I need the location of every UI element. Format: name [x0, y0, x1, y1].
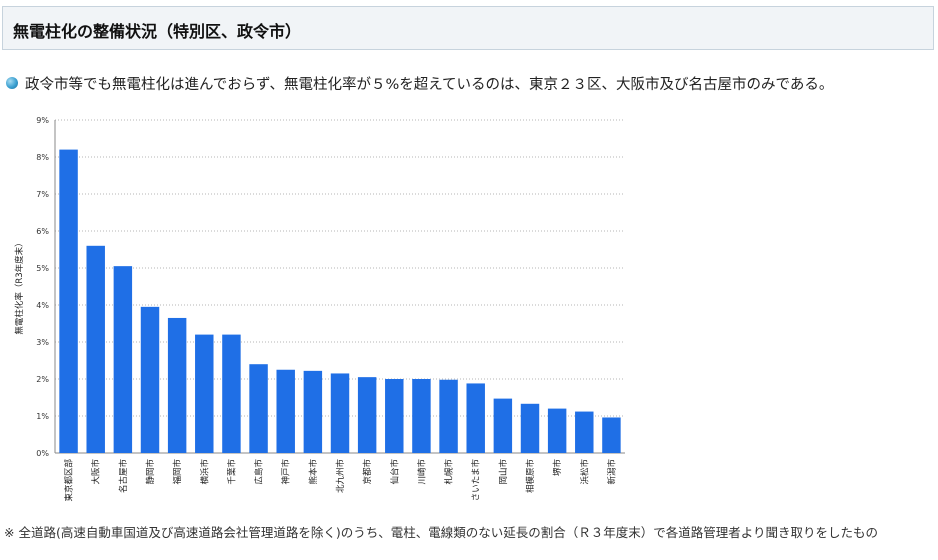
x-category-label: 浜松市: [579, 459, 590, 485]
x-category-label: 名古屋市: [118, 459, 129, 494]
lead-paragraph: 政令市等でも無電柱化は進んでおらず、無電柱化率が５%を超えているのは、東京２３区…: [6, 72, 833, 94]
x-category-label: 広島市: [254, 459, 265, 485]
x-category-label: 京都市: [362, 459, 373, 485]
x-category-label: 横浜市: [199, 459, 210, 485]
x-category-label: 新潟市: [606, 459, 617, 485]
x-category-label: 岡山市: [498, 459, 509, 485]
chart-bars: [59, 149, 621, 453]
x-category-label: 堺市: [552, 459, 563, 477]
x-category-label: 仙台市: [389, 459, 400, 485]
bar: [330, 373, 350, 453]
bar: [249, 364, 268, 453]
bar: [113, 266, 133, 453]
bar: [140, 306, 160, 453]
x-axis-labels: 東京都区部 大阪市 名古屋市 静岡市 福岡市 横浜市 千葉市 広島市 神戸市 熊本市 北九州市 京都市…: [64, 459, 618, 502]
y-axis-label: 無電柱化率（R3年度末）: [14, 238, 25, 334]
x-category-label: 熊本市: [308, 459, 319, 485]
bar: [547, 408, 567, 453]
bar: [412, 379, 431, 453]
y-tick-label: 0%: [36, 449, 49, 458]
footnote: ※ 全道路(高速自動車国道及び高速道路会社管理道路を除く)のうち、電柱、電線類の…: [4, 525, 878, 540]
bar-chart: 0% 1% 2% 3% 4% 5% 6% 7% 8% 9% 東京都区部 大阪市 名古屋市 静岡市 福岡市 横…: [14, 116, 625, 502]
y-tick-label: 4%: [36, 301, 49, 310]
bullet-icon: [6, 77, 18, 89]
y-tick-label: 7%: [36, 190, 49, 199]
bar: [167, 317, 187, 453]
page-title: 無電柱化の整備状況（特別区、政令市）: [13, 22, 302, 41]
lead-text: 政令市等でも無電柱化は進んでおらず、無電柱化率が５%を超えているのは、東京２３区…: [25, 76, 834, 93]
bar: [439, 379, 458, 453]
bar: [520, 403, 540, 453]
y-axis: 0% 1% 2% 3% 4% 5% 6% 7% 8% 9%: [36, 116, 56, 458]
x-category-label: 東京都区部: [64, 459, 75, 502]
x-category-label: 神戸市: [281, 459, 292, 485]
bar: [466, 383, 485, 453]
y-tick-label: 2%: [36, 375, 49, 384]
bar: [602, 417, 621, 453]
y-tick-label: 5%: [36, 264, 49, 273]
y-tick-label: 1%: [36, 412, 49, 421]
bar: [59, 149, 78, 453]
page-header: 無電柱化の整備状況（特別区、政令市）: [2, 6, 934, 50]
bar: [357, 377, 377, 453]
x-category-label: 静岡市: [145, 459, 156, 485]
x-category-label: 北九州市: [335, 459, 346, 494]
bar: [575, 411, 594, 453]
x-category-label: 川崎市: [416, 459, 427, 485]
y-tick-label: 8%: [36, 153, 49, 162]
x-category-label: さいたま市: [471, 459, 482, 502]
bar: [195, 334, 214, 453]
x-category-label: 大阪市: [91, 459, 102, 485]
x-category-label: 福岡市: [172, 459, 183, 485]
bar: [303, 370, 323, 453]
y-tick-label: 9%: [36, 116, 49, 125]
bar: [222, 334, 241, 453]
y-tick-label: 3%: [36, 338, 49, 347]
bar: [276, 369, 295, 453]
bar: [493, 398, 513, 453]
x-category-label: 相模原市: [525, 459, 536, 494]
bar: [86, 245, 105, 453]
y-tick-label: 6%: [36, 227, 49, 236]
x-category-label: 札幌市: [444, 459, 455, 485]
x-category-label: 千葉市: [226, 459, 237, 485]
bar: [385, 379, 404, 453]
